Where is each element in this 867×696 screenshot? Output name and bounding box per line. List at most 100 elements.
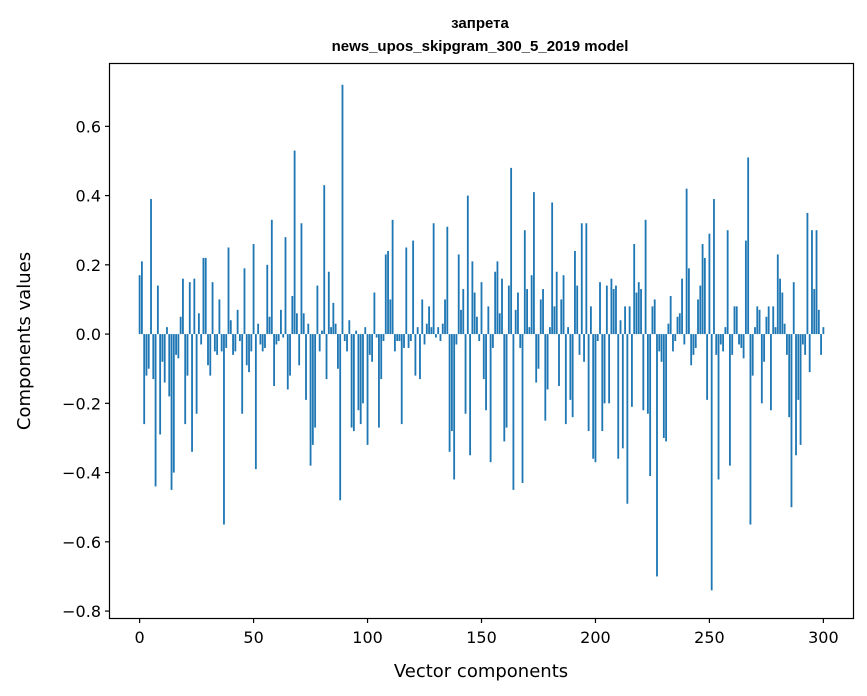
- bar-99: [364, 327, 367, 335]
- bar-295: [811, 230, 813, 335]
- bar-188: [567, 327, 570, 335]
- bar-179: [546, 334, 549, 390]
- bar-231: [665, 334, 668, 442]
- bar-69: [295, 313, 298, 335]
- bar-124: [421, 299, 424, 335]
- bar-217: [633, 244, 636, 335]
- bar-271: [756, 306, 759, 335]
- y-axis-label: Components values: [14, 252, 35, 430]
- bar-126: [425, 323, 428, 335]
- bar-234: [672, 334, 674, 352]
- bar-11: [163, 334, 166, 383]
- bar-48: [248, 334, 250, 373]
- bar-71: [300, 223, 303, 335]
- bar-130: [435, 334, 437, 338]
- bar-68: [293, 150, 296, 335]
- bar-32: [211, 282, 214, 335]
- bar-132: [439, 334, 442, 342]
- bar-53: [259, 334, 262, 345]
- bar-145: [469, 334, 472, 456]
- bar-299: [820, 334, 822, 355]
- bar-205: [605, 285, 608, 335]
- x-tick-label: 150: [466, 628, 497, 647]
- bar-247: [701, 244, 704, 335]
- y-tick-label: −0.8: [62, 602, 101, 621]
- bar-36: [220, 334, 223, 352]
- bar-105: [378, 334, 380, 428]
- bar-102: [371, 334, 374, 362]
- bar-162: [507, 285, 510, 335]
- bar-298: [817, 309, 820, 335]
- bar-207: [610, 278, 613, 335]
- bar-93: [350, 334, 353, 428]
- bar-181: [551, 202, 554, 335]
- bar-283: [783, 323, 786, 335]
- bar-61: [277, 334, 280, 342]
- bar-44: [239, 334, 241, 342]
- bar-104: [375, 334, 378, 338]
- bar-273: [760, 334, 763, 404]
- bar-230: [662, 334, 665, 438]
- bar-1: [141, 261, 143, 335]
- plot-frame: [108, 62, 855, 620]
- bar-182: [553, 306, 556, 335]
- bar-144: [466, 195, 469, 335]
- bar-173: [533, 192, 535, 335]
- bar-21: [186, 334, 189, 376]
- bar-276: [767, 306, 770, 335]
- bar-74: [307, 323, 310, 335]
- bar-125: [423, 334, 426, 345]
- bar-52: [257, 323, 260, 335]
- bar-265: [742, 334, 745, 359]
- bar-193: [578, 334, 581, 355]
- bar-31: [209, 334, 212, 376]
- bar-226: [653, 299, 656, 335]
- bar-54: [261, 334, 264, 352]
- bar-194: [580, 223, 583, 335]
- bar-225: [651, 306, 654, 335]
- bar-200: [594, 334, 597, 463]
- bar-28: [202, 257, 205, 335]
- y-tick-label: 0.2: [76, 256, 101, 275]
- bar-5: [150, 199, 152, 335]
- bar-110: [389, 299, 392, 335]
- bar-148: [476, 316, 478, 335]
- bar-121: [414, 334, 417, 376]
- bar-135: [446, 226, 449, 335]
- bar-137: [450, 334, 453, 432]
- bar-38: [225, 334, 228, 348]
- chart-title: запрета: [451, 15, 509, 32]
- bar-290: [799, 334, 802, 445]
- bar-87: [337, 334, 339, 369]
- bar-13: [168, 334, 171, 397]
- bar-151: [482, 334, 485, 380]
- bar-223: [646, 334, 649, 414]
- bar-142: [462, 289, 465, 335]
- bar-169: [523, 230, 526, 335]
- bar-270: [754, 327, 756, 335]
- bar-19: [182, 278, 184, 335]
- bar-209: [615, 285, 617, 335]
- bar-186: [562, 275, 565, 335]
- bar-128: [430, 327, 433, 335]
- x-tick-label: 100: [352, 628, 383, 647]
- bar-293: [806, 212, 809, 335]
- bar-242: [690, 334, 693, 366]
- bar-157: [496, 261, 499, 335]
- bar-62: [280, 309, 282, 335]
- bar-239: [683, 334, 686, 345]
- bar-29: [204, 257, 207, 335]
- bar-141: [460, 309, 462, 335]
- bar-187: [564, 334, 567, 425]
- bar-237: [678, 313, 681, 335]
- bar-138: [453, 334, 456, 480]
- y-tick-label: 0.6: [76, 117, 101, 136]
- bar-84: [330, 327, 332, 335]
- bar-297: [815, 230, 818, 335]
- bar-291: [801, 334, 804, 345]
- bar-218: [635, 292, 638, 335]
- bar-3: [145, 334, 148, 376]
- bar-238: [681, 278, 683, 335]
- bar-107: [382, 334, 385, 342]
- bar-201: [596, 334, 599, 342]
